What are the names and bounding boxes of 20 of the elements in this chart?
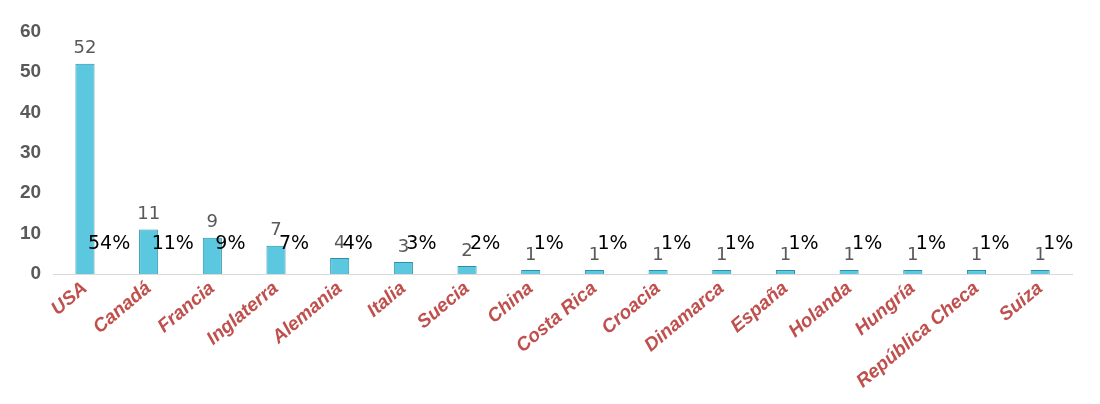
annotation: 4%	[342, 231, 373, 254]
data-label: 52	[73, 36, 97, 58]
y-tick-label: 0	[30, 262, 42, 284]
annotation: 7%	[279, 231, 310, 254]
annotation: 1%	[852, 231, 883, 254]
y-tick-label: 20	[19, 181, 42, 203]
x-tick-label: USA	[46, 276, 91, 319]
annotation: 1%	[1043, 231, 1074, 254]
y-tick-label: 40	[19, 100, 42, 122]
data-label: 1	[652, 242, 664, 264]
y-tick-label: 50	[19, 60, 42, 82]
data-label: 9	[206, 210, 219, 232]
y-tick-label: 30	[19, 140, 42, 162]
annotation: 1%	[661, 231, 692, 254]
annotation: 2%	[470, 231, 501, 254]
data-label: 1	[843, 242, 855, 264]
y-tick-label: 60	[19, 19, 42, 41]
data-label: 1	[1034, 242, 1046, 264]
data-label: 11	[137, 202, 161, 224]
y-tick-label: 10	[19, 221, 42, 243]
